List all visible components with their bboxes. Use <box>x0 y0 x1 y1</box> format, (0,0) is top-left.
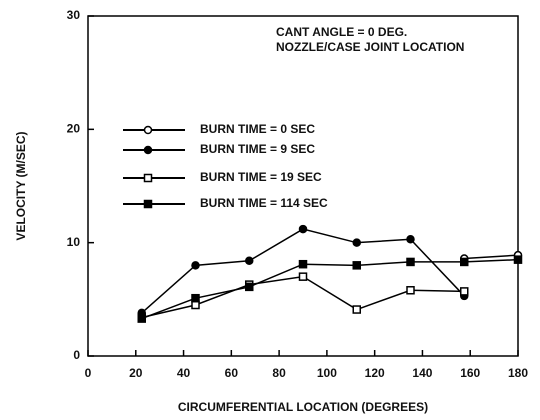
y-tick-label: 30 <box>67 8 81 22</box>
marker <box>245 282 254 292</box>
marker <box>298 259 308 269</box>
x-tick-label: 180 <box>508 366 528 380</box>
marker <box>406 235 415 244</box>
x-axis-label: CIRCUMFERENTIAL LOCATION (DEGREES) <box>178 400 428 414</box>
marker <box>513 255 523 264</box>
x-tick-label: 40 <box>177 366 191 380</box>
legend-marker <box>143 125 153 135</box>
marker <box>298 272 308 281</box>
marker <box>352 238 361 247</box>
marker <box>191 300 200 310</box>
x-tick-label: 160 <box>460 366 480 380</box>
x-tick-label: 140 <box>412 366 432 380</box>
marker <box>460 287 469 296</box>
y-axis-label: VELOCITY (M/SEC) <box>14 131 28 240</box>
legend-label: BURN TIME = 0 SEC <box>200 122 315 136</box>
marker <box>137 314 146 323</box>
x-tick-label: 80 <box>272 366 286 380</box>
y-tick-label: 10 <box>67 235 81 249</box>
x-tick-label: 120 <box>365 366 385 380</box>
series-line <box>141 275 465 319</box>
marker <box>191 261 200 270</box>
marker <box>406 286 415 295</box>
legend-marker <box>143 173 153 183</box>
annotation: CANT ANGLE = 0 DEG. <box>276 25 407 39</box>
legend-label: BURN TIME = 19 SEC <box>200 170 322 184</box>
marker <box>298 224 308 234</box>
marker <box>352 261 361 270</box>
marker <box>460 257 469 267</box>
series-line <box>141 258 519 320</box>
marker <box>245 256 254 266</box>
legend-marker <box>143 199 153 209</box>
marker <box>352 305 361 314</box>
legend-label: BURN TIME = 9 SEC <box>200 142 315 156</box>
x-tick-label: 100 <box>317 366 337 380</box>
annotation: NOZZLE/CASE JOINT LOCATION <box>276 40 464 54</box>
series-line <box>464 254 519 260</box>
x-tick-label: 60 <box>225 366 239 380</box>
plot-frame <box>87 15 519 357</box>
legend-marker <box>143 145 153 155</box>
x-tick-label: 20 <box>129 366 143 380</box>
marker <box>406 257 415 267</box>
x-tick-label: 0 <box>85 366 92 380</box>
y-tick-label: 20 <box>67 122 81 136</box>
legend-label: BURN TIME = 114 SEC <box>200 196 328 210</box>
y-tick-label: 0 <box>73 348 80 362</box>
marker <box>191 293 200 303</box>
